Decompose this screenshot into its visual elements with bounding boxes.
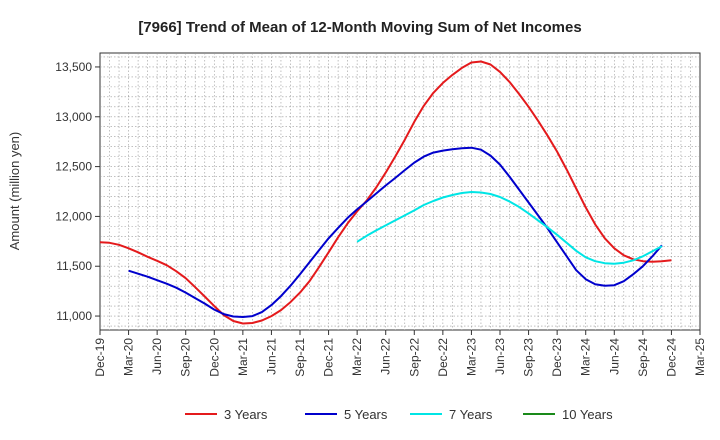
x-tick-label: Mar-24	[579, 338, 593, 376]
chart-title: [7966] Trend of Mean of 12-Month Moving …	[138, 19, 581, 36]
y-tick-label: 12,500	[55, 160, 92, 174]
x-tick-label: Jun-23	[493, 338, 507, 375]
x-tick-label: Mar-21	[236, 338, 250, 376]
x-tick-label: Dec-23	[550, 338, 564, 377]
x-tick-label: Dec-24	[664, 338, 678, 377]
x-tick-label: Jun-20	[150, 338, 164, 375]
legend-label: 10 Years	[562, 407, 613, 422]
series-line-7-years	[356, 191, 663, 265]
x-tick-label: Jun-22	[379, 338, 393, 375]
x-tick-label: Dec-22	[436, 338, 450, 377]
x-tick-label: Sep-24	[636, 338, 650, 377]
x-tick-label: Mar-23	[464, 338, 478, 376]
x-tick-label: Sep-21	[293, 338, 307, 377]
x-tick-label: Sep-23	[522, 338, 536, 377]
y-ticks: 11,000 11,500 12,000 12,500 13,000 13,500	[55, 60, 100, 323]
legend: 3 Years 5 Years 7 Years 10 Years	[185, 407, 613, 422]
x-tick-label: Dec-21	[322, 338, 336, 377]
y-tick-label: 13,000	[55, 110, 92, 124]
plot-area	[99, 52, 701, 331]
x-tick-label: Jun-24	[607, 338, 621, 375]
x-tick-label: Mar-25	[693, 338, 707, 376]
x-tick-label: Dec-20	[207, 338, 221, 377]
grid-x	[109, 53, 691, 330]
legend-label: 5 Years	[344, 407, 388, 422]
y-tick-label: 13,500	[55, 60, 92, 74]
x-tick-label: Mar-20	[122, 338, 136, 376]
y-tick-label: 11,500	[56, 259, 92, 273]
x-ticks: Dec-19 Mar-20 Jun-20 Sep-20 Dec-20 Mar-21 Jun-…	[93, 330, 707, 377]
x-tick-label: Sep-20	[179, 338, 193, 377]
legend-label: 3 Years	[224, 407, 268, 422]
y-tick-label: 11,000	[56, 309, 92, 323]
series-layer	[99, 60, 672, 325]
y-tick-label: 12,000	[55, 209, 92, 223]
x-tick-label: Jun-21	[264, 338, 278, 375]
x-tick-label: Dec-19	[93, 338, 107, 377]
legend-label: 7 Years	[449, 407, 493, 422]
series-line-3-years	[99, 60, 672, 325]
series-line-5-years	[128, 146, 663, 318]
x-tick-label: Sep-22	[407, 338, 421, 377]
y-axis-label: Amount (million yen)	[7, 132, 22, 251]
x-tick-label: Mar-22	[350, 338, 364, 376]
